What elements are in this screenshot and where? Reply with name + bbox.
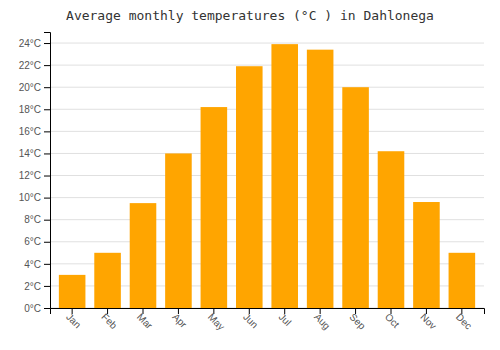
grid-line [50, 87, 484, 88]
bar [94, 253, 121, 308]
x-tick: Jan [64, 308, 83, 330]
y-tick-mark [44, 153, 50, 154]
y-tick-mark [44, 198, 50, 199]
x-tick: Oct [383, 308, 402, 330]
x-tick-label: Jan [64, 311, 83, 330]
y-tick: 24°C [19, 38, 50, 49]
x-tick: Feb [99, 308, 119, 331]
y-tick: 4°C [24, 259, 50, 270]
plot: 0°C 2°C 4°C 6°C 8°C 10°C 12°C 14°C 16°C 18°C 20°C 2… [19, 33, 485, 333]
bar [307, 50, 334, 308]
x-tick: Aug [312, 308, 332, 332]
y-tick-mark [44, 43, 50, 44]
y-axis-line [44, 33, 51, 309]
x-tick: Nov [418, 308, 438, 332]
bar [342, 87, 369, 308]
x-tick: Apr [170, 308, 189, 330]
y-tick-label: 8°C [24, 214, 41, 225]
bar [130, 203, 157, 308]
x-tick: Jul [277, 308, 294, 328]
x-tick-label: Nov [418, 311, 438, 331]
y-tick-mark [44, 264, 50, 265]
y-tick-mark [44, 87, 50, 88]
y-tick: 10°C [19, 192, 50, 203]
x-tick-label: Jul [277, 311, 294, 328]
bar [378, 151, 405, 308]
grid-line [50, 43, 484, 44]
y-tick-label: 4°C [24, 259, 41, 270]
grid-line [50, 65, 484, 66]
y-tick-label: 22°C [19, 60, 41, 71]
y-tick-label: 16°C [19, 126, 41, 137]
x-tick-label: Sep [347, 311, 368, 332]
y-tick: 6°C [24, 236, 50, 247]
y-tick-label: 2°C [24, 281, 41, 292]
x-tick-label: Jun [241, 311, 260, 330]
x-tick-label: May [206, 311, 227, 332]
x-tick-label: Apr [170, 311, 189, 330]
y-tick-label: 0°C [24, 303, 41, 314]
x-tick: May [206, 308, 227, 332]
bar [59, 275, 86, 308]
grid-line [50, 153, 484, 154]
y-tick-label: 18°C [19, 104, 41, 115]
grid-line [50, 109, 484, 110]
grid-line [50, 197, 484, 198]
x-tick: Jun [241, 308, 260, 330]
y-tick: 22°C [19, 60, 50, 71]
bar [201, 107, 228, 308]
x-axis: Jan Feb Mar Apr May Jun Jul Aug Sep Oct Nov Dec [51, 308, 485, 332]
x-tick: Mar [135, 308, 155, 332]
y-tick: 16°C [19, 126, 50, 137]
x-tick: Dec [454, 308, 474, 332]
y-tick-mark [44, 308, 50, 309]
chart: 0°C 2°C 4°C 6°C 8°C 10°C 12°C 14°C 16°C 18°C 20°C 2… [0, 0, 500, 350]
y-tick-mark [44, 176, 50, 177]
x-tick: Sep [347, 308, 368, 332]
y-tick-mark [44, 242, 50, 243]
bar [165, 153, 192, 308]
y-tick: 18°C [19, 104, 50, 115]
y-tick-label: 6°C [24, 236, 41, 247]
grid-line [50, 175, 484, 176]
y-tick-label: 12°C [19, 170, 41, 181]
x-tick-label: Aug [312, 311, 332, 331]
y-tick-label: 20°C [19, 82, 41, 93]
grid [50, 43, 484, 308]
x-tick-label: Dec [454, 311, 474, 331]
y-tick-label: 10°C [19, 192, 41, 203]
grid-line [50, 131, 484, 132]
y-tick: 20°C [19, 82, 50, 93]
y-tick: 12°C [19, 170, 50, 181]
x-tick-label: Mar [135, 311, 155, 331]
bar [449, 253, 476, 308]
y-tick: 8°C [24, 214, 50, 225]
title: Average monthly temperatures (°C ) in Da… [66, 8, 434, 23]
y-tick: 14°C [19, 148, 50, 159]
x-tick-label: Oct [383, 311, 402, 330]
y-tick-label: 24°C [19, 38, 41, 49]
bars [59, 44, 475, 308]
y-tick-mark [44, 131, 50, 132]
x-tick-label: Feb [99, 311, 119, 331]
bar [271, 44, 298, 308]
y-tick-mark [44, 109, 50, 110]
y-tick-mark [44, 220, 50, 221]
x-axis-line [51, 309, 485, 315]
y-tick: 0°C [24, 303, 50, 314]
y-tick-mark [44, 286, 50, 287]
y-tick: 2°C [24, 281, 50, 292]
y-axis: 0°C 2°C 4°C 6°C 8°C 10°C 12°C 14°C 16°C 18°C 20°C 2… [19, 33, 51, 314]
y-tick-mark [44, 65, 50, 66]
bar [236, 66, 263, 308]
y-tick-label: 14°C [19, 148, 41, 159]
bar [413, 202, 440, 308]
